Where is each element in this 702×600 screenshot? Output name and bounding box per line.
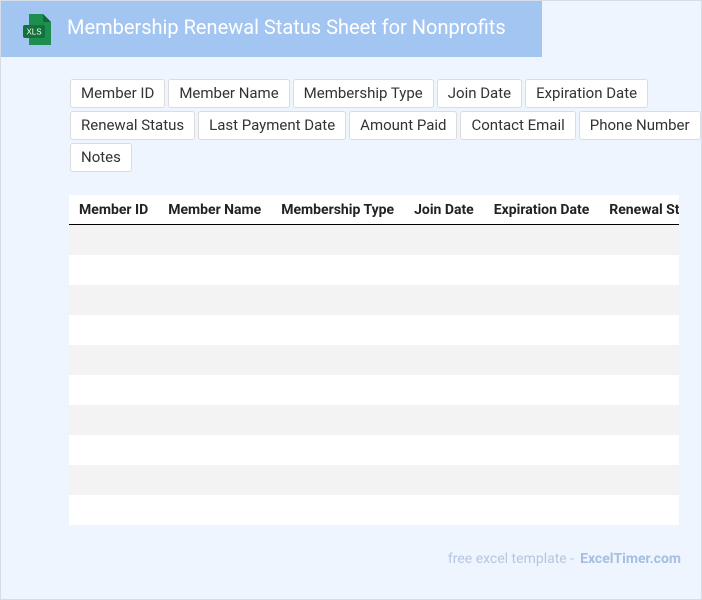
column-header: Renewal Status bbox=[599, 195, 679, 225]
footer-text: free excel template - bbox=[447, 551, 575, 567]
table: Member ID Member Name Membership Type Join … bbox=[69, 195, 679, 525]
column-header: Member Name bbox=[158, 195, 272, 225]
table-row bbox=[69, 435, 679, 465]
field-chip[interactable]: Membership Type bbox=[292, 79, 434, 108]
field-chip[interactable]: Contact Email bbox=[460, 111, 576, 140]
field-chip[interactable]: Member Name bbox=[168, 79, 290, 108]
table-cell bbox=[69, 405, 679, 435]
table-cell bbox=[69, 285, 679, 315]
table-row bbox=[69, 224, 679, 255]
table-cell bbox=[69, 435, 679, 465]
table-row bbox=[69, 375, 679, 405]
column-header: Join Date bbox=[404, 195, 484, 225]
table-row bbox=[69, 284, 679, 315]
field-chip[interactable]: Renewal Status bbox=[70, 111, 196, 140]
field-chip[interactable]: Phone Number bbox=[578, 111, 701, 140]
table-row bbox=[69, 315, 679, 345]
field-chips: Member ID Member Name Membership Type Join … bbox=[70, 79, 701, 172]
footer: free excel template - ExcelTimer.com bbox=[448, 551, 681, 567]
table-row bbox=[69, 404, 679, 435]
table-cell bbox=[69, 495, 679, 525]
field-chip[interactable]: Last Payment Date bbox=[198, 111, 347, 140]
field-chip[interactable]: Join Date bbox=[436, 79, 523, 108]
table-cell bbox=[69, 315, 679, 345]
title: Membership Renewal Status Sheet for Nonp… bbox=[67, 15, 506, 39]
table-row bbox=[69, 495, 679, 525]
table-cell bbox=[69, 255, 679, 285]
header: XLS Membership Renewal Status Sheet for … bbox=[1, 1, 542, 57]
header-row: Member ID Member Name Membership Type Join … bbox=[69, 195, 679, 225]
field-chip[interactable]: Amount Paid bbox=[349, 111, 458, 140]
icon-label: XLS bbox=[26, 28, 41, 37]
footer-brand[interactable]: ExcelTimer.com bbox=[580, 551, 681, 567]
column-header: Expiration Date bbox=[483, 195, 600, 225]
xls-icon: XLS bbox=[23, 14, 51, 45]
column-header: Membership Type bbox=[271, 195, 405, 225]
table-grid: Member ID Member Name Membership Type Join … bbox=[69, 195, 679, 525]
table-cell bbox=[69, 465, 679, 495]
field-chip[interactable]: Notes bbox=[70, 143, 132, 172]
table-row bbox=[69, 464, 679, 495]
table-cell bbox=[69, 375, 679, 405]
table-cell bbox=[69, 345, 679, 375]
column-header: Member ID bbox=[69, 195, 159, 225]
table-cell bbox=[69, 225, 679, 255]
table-row bbox=[69, 255, 679, 285]
field-chip[interactable]: Member ID bbox=[70, 79, 166, 108]
table-row bbox=[69, 344, 679, 375]
field-chip[interactable]: Expiration Date bbox=[525, 79, 649, 108]
